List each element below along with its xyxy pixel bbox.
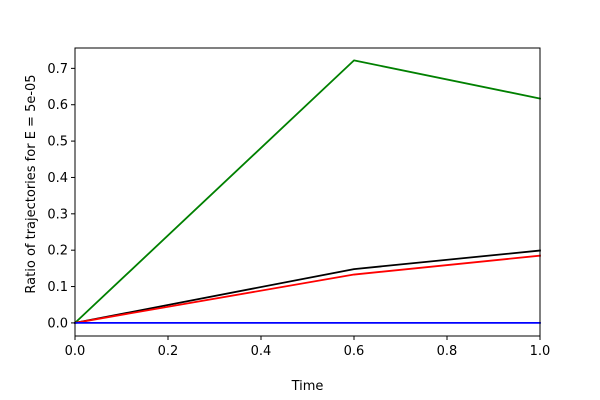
y-tick-label: 0.7 xyxy=(47,62,68,77)
x-tick-label: 0.0 xyxy=(65,344,86,359)
y-axis-label: Ratio of trajectories for E = 5e-05 xyxy=(24,74,39,293)
series-line xyxy=(73,59,542,325)
ticks-layer: 0.0 0.2 0.4 0.6 0.8 1.0 0.0 0.1 0.2 0.3 0.4 0.5 0.6 0… xyxy=(47,62,550,359)
x-tick-label: 1.0 xyxy=(530,344,551,359)
y-tick-label: 0.3 xyxy=(47,207,68,222)
x-tick-label: 0.6 xyxy=(344,344,365,359)
series-layer xyxy=(73,59,542,325)
y-tick-label: 0.2 xyxy=(47,244,68,259)
x-tick-label: 0.4 xyxy=(251,344,272,359)
x-tick-label: 0.8 xyxy=(437,344,458,359)
y-tick-label: 0.1 xyxy=(47,280,68,295)
x-axis-label: Time xyxy=(291,379,324,394)
series-line xyxy=(73,249,541,324)
plot-frame xyxy=(74,47,541,337)
y-tick-label: 0.5 xyxy=(47,135,68,150)
y-tick-label: 0.6 xyxy=(47,98,68,113)
y-tick-label: 0.4 xyxy=(47,171,68,186)
series-line xyxy=(73,254,541,324)
y-tick-label: 0.0 xyxy=(47,316,68,331)
x-tick-label: 0.2 xyxy=(158,344,179,359)
